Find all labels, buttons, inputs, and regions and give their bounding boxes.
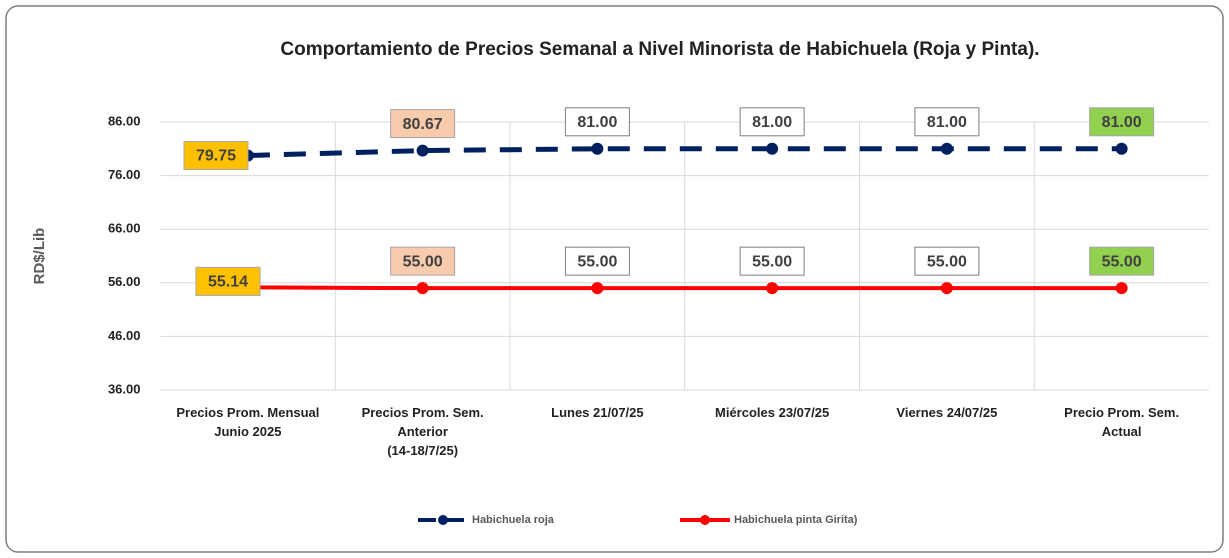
series-line: [247, 285, 1122, 291]
x-tick-label: Precios Prom. Mensual Junio 2025: [176, 405, 319, 439]
point: [940, 282, 953, 295]
point: [591, 142, 604, 155]
x-tick-line: Miércoles 23/07/25: [715, 405, 829, 420]
label-box: [390, 246, 456, 276]
y-tick-label: 86.00: [108, 113, 141, 128]
label-box: [564, 107, 630, 137]
data-label: 81.00: [577, 114, 617, 131]
x-tick-label: Viernes 24/07/25: [896, 405, 997, 420]
legend-label: Habichuela roja: [472, 514, 555, 526]
label-box: [914, 246, 980, 276]
point: [766, 142, 779, 155]
point: [591, 282, 604, 295]
point: [766, 282, 779, 295]
y-tick-label: 66.00: [108, 221, 141, 236]
x-tick-label: Precios Prom. Sem. Anterior (14-18/7/25): [362, 405, 484, 458]
data-label: 55.00: [403, 253, 443, 270]
point: [1115, 142, 1128, 155]
legend-marker: [700, 515, 710, 525]
y-tick-label: 36.00: [108, 381, 141, 396]
label-box: [914, 107, 980, 137]
point: [940, 142, 953, 155]
data-label: 81.00: [1102, 114, 1142, 131]
label-box: [739, 107, 805, 137]
x-tick-line: Precios Prom. Mensual: [176, 405, 319, 420]
data-label: 81.00: [927, 114, 967, 131]
data-label: 55.00: [1102, 253, 1142, 270]
label-box: [183, 141, 249, 170]
x-tick-line: Junio 2025: [214, 424, 281, 439]
label-box: [564, 246, 630, 276]
data-label: 55.00: [752, 253, 792, 270]
point: [1115, 282, 1128, 295]
x-tick-label: Lunes 21/07/25: [551, 405, 644, 420]
chart-frame: [5, 5, 1224, 553]
y-tick-label: 46.00: [108, 328, 141, 343]
data-label: 79.75: [196, 148, 236, 165]
data-label: 55.00: [927, 253, 967, 270]
chart-title: Comportamiento de Precios Semanal a Nive…: [280, 39, 1039, 60]
x-tick-line: (14-18/7/25): [387, 443, 458, 458]
data-label: 81.00: [752, 114, 792, 131]
legend-marker: [438, 515, 448, 525]
x-tick-line: Viernes 24/07/25: [896, 405, 997, 420]
point: [416, 144, 429, 157]
data-label: 80.67: [403, 116, 443, 133]
label-box: [739, 246, 805, 276]
x-tick-line: Anterior: [397, 424, 448, 439]
data-label: 55.14: [208, 274, 248, 291]
x-tick-label: Miércoles 23/07/25: [715, 405, 829, 420]
x-tick-line: Precios Prom. Sem.: [362, 405, 484, 420]
legend-label: Habichuela pinta Girita): [734, 514, 858, 526]
y-tick-label: 56.00: [108, 274, 141, 289]
point: [416, 282, 429, 295]
label-box: [390, 109, 456, 139]
x-tick-label: Precio Prom. Sem. Actual: [1064, 405, 1179, 439]
x-tick-line: Lunes 21/07/25: [551, 405, 644, 420]
y-axis-title: RD$/Lib: [31, 228, 48, 285]
x-tick-line: Actual: [1102, 424, 1142, 439]
x-tick-line: Precio Prom. Sem.: [1064, 405, 1179, 420]
label-box: [1089, 107, 1155, 137]
data-label: 55.00: [577, 253, 617, 270]
series-line: [247, 146, 1122, 158]
y-tick-label: 76.00: [108, 167, 141, 182]
label-box: [195, 266, 261, 296]
label-box: [1089, 246, 1155, 276]
